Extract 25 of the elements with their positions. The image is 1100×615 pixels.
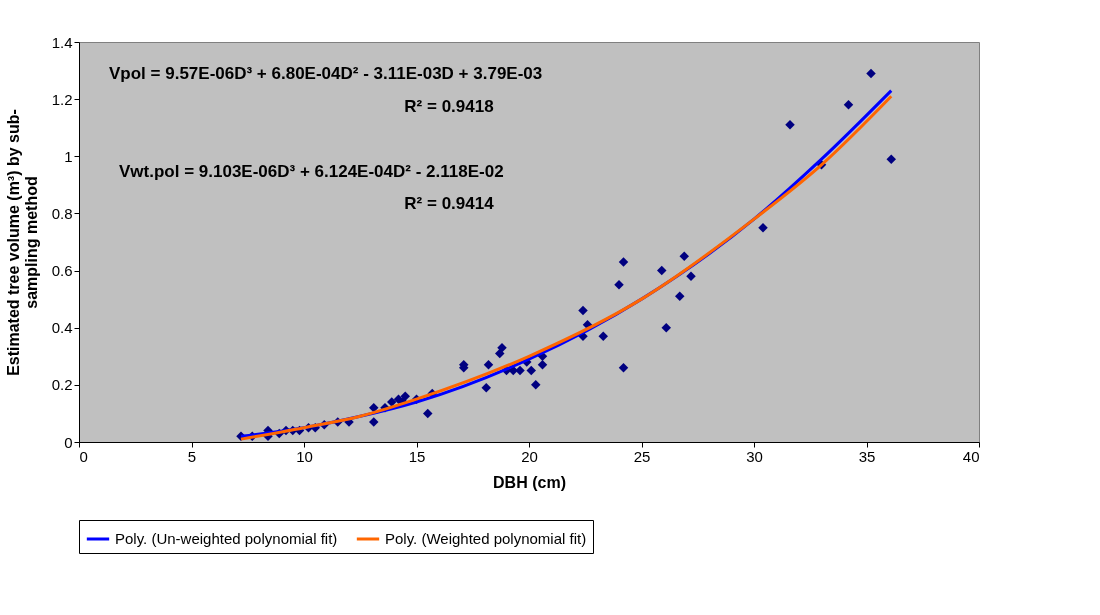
y-tick-label: 0 (64, 433, 73, 451)
x-tick-label: 10 (296, 447, 313, 465)
annotation: R² = 0.9418 (404, 97, 494, 116)
x-tick-label: 15 (408, 447, 426, 465)
annotation: Vwt.pol = 9.103E-06D³ + 6.124E-04D² - 2.118E-02 (119, 162, 504, 181)
x-tick-label: 0 (79, 447, 88, 465)
x-tick-label: 40 (962, 447, 980, 465)
y-axis-title: Estimated tree volume (m³) by sub- sampling method (4, 109, 40, 376)
y-tick-label: 1 (64, 147, 73, 165)
x-tick-label: 25 (633, 447, 651, 465)
y-tick-label: 1.4 (51, 33, 73, 51)
y-tick-label: 0.4 (51, 319, 73, 337)
legend-label: Poly. (Weighted polynomial fit) (385, 530, 587, 547)
y-tick-label: 0.6 (51, 262, 73, 280)
x-axis-title: DBH (cm) (493, 473, 566, 491)
x-tick-label: 30 (746, 447, 763, 465)
x-tick-label: 35 (858, 447, 876, 465)
y-tick-label: 0.8 (51, 204, 73, 222)
y-tick-label: 0.2 (51, 376, 73, 394)
annotation: R² = 0.9414 (404, 194, 495, 213)
y-tick-label: 1.2 (51, 90, 73, 108)
annotation: Vpol = 9.57E-06D³ + 6.80E-04D² - 3.11E-03D + 3.79E-03 (109, 64, 543, 83)
legend-label: Poly. (Un-weighted polynomial fit) (115, 530, 338, 547)
x-tick-label: 20 (521, 447, 538, 465)
x-tick-label: 5 (187, 447, 197, 465)
